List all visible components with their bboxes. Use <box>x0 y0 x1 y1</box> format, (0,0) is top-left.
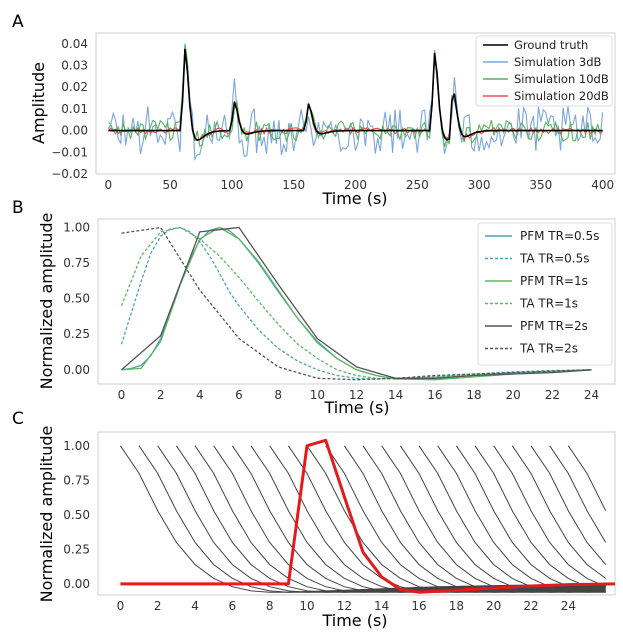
panel-a-x-tick-label: 0 <box>105 178 113 192</box>
panel-b-x-tick-label: 6 <box>235 388 243 402</box>
panel-b-legend-label: PFM TR=2s <box>520 319 588 333</box>
panel-a-legend-label: Simulation 3dB <box>514 55 602 69</box>
panel-c-y-axis-label: Normalized amplitude <box>37 426 56 603</box>
panel-b-x-tick-label: 10 <box>310 388 325 402</box>
panel-c-y-tick-label: 0.25 <box>63 542 90 556</box>
panel-c-x-axis-label: Time (s) <box>321 611 387 630</box>
panel-c-axes-frame <box>97 431 616 596</box>
panel-c: C Normalized amplitude Time (s) 0 2 4 6 8 10 1… <box>12 409 616 630</box>
panel-b-y-tick-label: 0.00 <box>63 363 90 377</box>
panel-a-x-tick-label: 150 <box>282 178 305 192</box>
panel-b-y-axis-label: Normalized amplitude <box>37 213 56 390</box>
panel-b-legend-label: PFM TR=0.5s <box>520 229 599 243</box>
panel-c-shifted-curve <box>511 445 606 579</box>
panel-b-series-line <box>121 226 592 381</box>
panel-c-x-tick-label: 8 <box>266 599 274 613</box>
panel-b-x-tick-label: 24 <box>584 388 599 402</box>
panel-a-y-tick-label: −0.02 <box>51 167 88 181</box>
panel-c-shifted-curve <box>493 445 606 588</box>
panel-b-x-tick-label: 16 <box>427 388 442 402</box>
panel-b-x-tick-label: 14 <box>388 388 403 402</box>
panel-c-x-tick-label: 20 <box>486 599 501 613</box>
panel-b-legend-label: PFM TR=1s <box>520 274 588 288</box>
panel-a-legend-label: Simulation 10dB <box>514 72 609 86</box>
panel-a-y-tick-label: 0.02 <box>61 80 88 94</box>
panel-b-x-tick-label: 2 <box>157 388 165 402</box>
panel-b-x-tick-label: 22 <box>545 388 560 402</box>
panel-b-x-tick-label: 12 <box>349 388 364 402</box>
panel-b-series-line <box>121 226 592 379</box>
panel-c-shifted-curve <box>418 445 606 593</box>
panel-c-shifted-curve <box>437 445 606 593</box>
panel-c-shifted-curve <box>455 445 606 593</box>
panel-b-x-tick-label: 4 <box>196 388 204 402</box>
panel-c-x-tick-label: 6 <box>229 599 237 613</box>
panel-a-y-tick-label: 0.01 <box>61 102 88 116</box>
panel-a-label: A <box>12 12 24 32</box>
panel-b-legend: PFM TR=0.5s TA TR=0.5s PFM TR=1s TA TR=1s PF… <box>477 222 613 366</box>
panel-a-y-axis-label: Amplitude <box>29 62 48 144</box>
panel-c-label: C <box>12 409 24 429</box>
panel-a-axes-frame <box>95 32 616 175</box>
panel-a-x-tick-label: 200 <box>344 178 367 192</box>
panel-a-y-tick-label: 0.04 <box>61 37 88 51</box>
panel-b-legend-label: TA TR=2s <box>519 342 578 356</box>
panel-c-x-tick-label: 12 <box>337 599 352 613</box>
panel-b: B Normalized amplitude Time (s) 0 2 4 6 8 10 1… <box>12 198 616 417</box>
panel-a-x-tick-label: 350 <box>529 178 552 192</box>
panel-c-x-tick-label: 0 <box>117 599 125 613</box>
panel-a-legend: Ground truth Simulation 3dB Simulation 10d… <box>475 35 613 107</box>
panel-a: A Amplitude Time (s) 0 50 100 150 200 250 300 3… <box>12 12 616 208</box>
panel-b-x-axis-label: Time (s) <box>323 398 389 417</box>
panel-b-label: B <box>12 198 24 218</box>
panel-b-y-tick-label: 0.25 <box>63 327 90 341</box>
panel-b-x-tick-label: 20 <box>506 388 521 402</box>
panel-b-y-tick-label: 0.50 <box>63 292 90 306</box>
panel-c-y-tick-label: 0.00 <box>63 577 90 591</box>
panel-c-x-tick-label: 18 <box>449 599 464 613</box>
panel-b-series-line <box>121 226 592 381</box>
panel-a-y-tick-label: −0.01 <box>51 145 88 159</box>
panel-a-x-tick-label: 250 <box>406 178 429 192</box>
panel-b-legend-label: TA TR=1s <box>519 297 578 311</box>
panel-b-axes-frame <box>97 218 616 385</box>
panel-c-shifted-curve <box>567 445 607 511</box>
panel-b-x-tick-label: 0 <box>118 388 126 402</box>
panel-a-x-tick-label: 100 <box>220 178 243 192</box>
panel-a-x-tick-label: 400 <box>591 178 614 192</box>
panel-a-series-line <box>108 48 603 142</box>
panel-c-shifted-curve <box>343 445 606 593</box>
panel-b-x-tick-label: 18 <box>466 388 481 402</box>
panel-c-y-tick-label: 1.00 <box>63 439 90 453</box>
panel-c-shifted-curve <box>325 445 606 593</box>
panel-c-y-tick-label: 0.75 <box>63 473 90 487</box>
panel-b-legend-label: TA TR=0.5s <box>519 252 589 266</box>
panel-c-shifted-curve <box>549 445 607 543</box>
panel-a-x-tick-label: 300 <box>468 178 491 192</box>
panel-a-legend-label: Simulation 20dB <box>514 89 609 103</box>
panel-c-highlight-curve <box>120 438 616 594</box>
panel-c-x-tick-label: 14 <box>374 599 389 613</box>
panel-c-shifted-curve <box>530 445 607 565</box>
panel-a-legend-box <box>475 35 613 107</box>
panel-a-x-axis-label: Time (s) <box>321 189 387 208</box>
panel-a-legend-label: Ground truth <box>514 38 588 52</box>
panel-c-x-tick-label: 4 <box>191 599 199 613</box>
panel-a-y-tick-label: 0.03 <box>61 59 88 73</box>
panel-c-x-tick-label: 22 <box>523 599 538 613</box>
panel-a-y-tick-label: 0.00 <box>61 124 88 138</box>
panel-c-x-tick-label: 2 <box>154 599 162 613</box>
panel-c-x-tick-label: 10 <box>299 599 314 613</box>
panel-a-x-tick-label: 50 <box>163 178 178 192</box>
panel-b-x-tick-label: 8 <box>274 388 282 402</box>
panel-b-y-tick-label: 1.00 <box>63 221 90 235</box>
panel-c-y-tick-label: 0.50 <box>63 508 90 522</box>
panel-c-x-tick-label: 16 <box>411 599 426 613</box>
panel-c-x-tick-label: 24 <box>561 599 576 613</box>
panel-b-y-tick-label: 0.75 <box>63 256 90 270</box>
